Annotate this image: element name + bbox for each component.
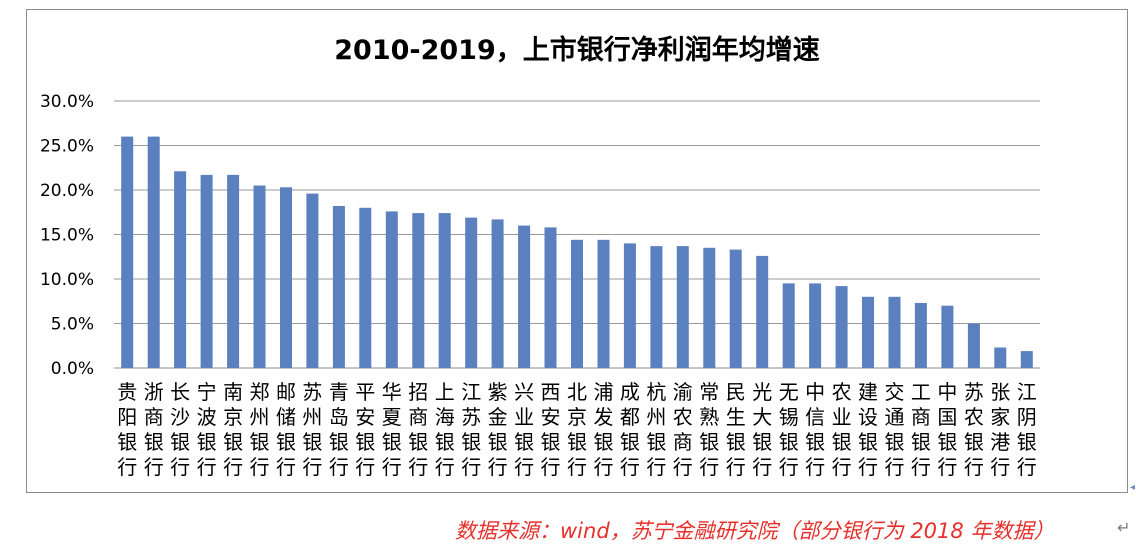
chart-title: 2010-2019，上市银行净利润年均增速	[334, 34, 820, 66]
y-axis-tick-labels: 30.0% 25.0% 20.0% 15.0% 10.0% 5.0% 0.0%	[40, 92, 94, 379]
x-tick-label: 民生银行	[726, 380, 746, 479]
bar	[253, 185, 266, 368]
bar	[518, 225, 531, 368]
x-tick-label: 贵阳银行	[117, 380, 137, 479]
x-tick-label: 杭州银行	[646, 380, 666, 479]
paragraph-mark-icon: ↵	[1117, 518, 1131, 537]
x-tick-label: 农业银行	[832, 380, 852, 479]
bar	[412, 213, 425, 368]
source-note: 数据来源：wind，苏宁金融研究院（部分银行为 2018 年数据）	[455, 519, 1055, 543]
y-tick-label: 10.0%	[40, 270, 94, 290]
x-tick-label: 建设银行	[858, 380, 878, 479]
x-tick-label: 紫金银行	[488, 380, 508, 479]
x-tick-label: 江苏银行	[461, 380, 481, 479]
y-tick-label: 0.0%	[51, 359, 94, 379]
y-tick-label: 5.0%	[51, 315, 94, 335]
bar	[200, 174, 213, 368]
bar	[650, 246, 663, 368]
bar	[280, 187, 292, 368]
x-tick-label: 工商银行	[911, 380, 931, 479]
bar	[147, 136, 160, 368]
x-tick-label: 渝农商行	[673, 380, 693, 479]
y-tick-label: 20.0%	[40, 181, 94, 201]
bar-chart: 30.0% 25.0% 20.0% 15.0% 10.0% 5.0% 0.0% 贵阳银行浙商…	[40, 34, 1040, 479]
bar	[914, 303, 927, 368]
bar	[332, 206, 345, 368]
x-tick-label: 上海银行	[435, 380, 455, 479]
x-tick-label: 长沙银行	[170, 380, 190, 479]
bar	[994, 347, 1007, 368]
bar	[941, 305, 954, 368]
bar	[703, 247, 716, 368]
bar	[862, 296, 874, 368]
bars	[121, 136, 1033, 368]
y-tick-label: 15.0%	[40, 226, 94, 246]
x-tick-label: 宁波银行	[197, 380, 217, 479]
x-tick-label: 华夏银行	[382, 380, 402, 479]
bar	[174, 171, 187, 368]
bar	[782, 283, 795, 368]
bar	[1020, 351, 1033, 368]
y-tick-label: 30.0%	[40, 92, 94, 112]
y-tick-label: 25.0%	[40, 137, 94, 157]
x-tick-label: 兴业银行	[514, 380, 534, 479]
x-tick-label: 浙商银行	[144, 380, 164, 479]
x-tick-label: 郑州银行	[250, 380, 270, 479]
x-tick-label: 江阴银行	[1017, 380, 1037, 479]
bar	[967, 323, 980, 368]
bar	[544, 227, 557, 368]
bar	[756, 255, 769, 368]
bar	[571, 239, 583, 368]
bar	[227, 174, 240, 368]
chart-frame: 30.0% 25.0% 20.0% 15.0% 10.0% 5.0% 0.0% 贵阳银行 浙商…	[26, 9, 1128, 493]
bar	[491, 219, 504, 368]
bar	[385, 211, 398, 368]
bar	[835, 286, 848, 368]
x-tick-label: 无锡银行	[779, 380, 799, 479]
bar	[729, 249, 742, 368]
resize-handle-icon[interactable]: ◂	[1130, 482, 1136, 493]
x-tick-label: 常熟银行	[699, 380, 719, 479]
x-tick-label: 平安银行	[355, 380, 375, 479]
x-tick-label: 张家港行	[990, 380, 1010, 479]
bar	[465, 217, 478, 368]
bar	[359, 207, 372, 368]
x-tick-label: 南京银行	[223, 380, 243, 479]
x-tick-label: 邮储银行	[276, 380, 296, 479]
bar	[597, 239, 610, 368]
x-tick-label: 北京银行	[567, 380, 587, 479]
bar	[121, 136, 134, 368]
bar	[306, 193, 319, 368]
bar	[623, 243, 636, 368]
x-tick-label: 招商银行	[408, 380, 428, 479]
x-tick-label: 苏农银行	[964, 380, 984, 479]
x-tick-label: 青岛银行	[329, 380, 349, 479]
x-tick-label: 浦发银行	[594, 380, 614, 479]
x-tick-label: 成都银行	[620, 380, 640, 479]
bar	[676, 246, 689, 368]
x-tick-label: 光大银行	[752, 380, 772, 479]
bar	[809, 283, 822, 368]
x-tick-label: 西安银行	[541, 380, 561, 479]
bar	[438, 213, 451, 368]
x-axis-tick-labels: 贵阳银行浙商银行长沙银行宁波银行南京银行郑州银行邮储银行苏州银行青岛银行平安银行…	[117, 380, 1037, 479]
x-tick-label: 交通银行	[885, 380, 905, 479]
x-tick-label: 苏州银行	[302, 380, 322, 479]
x-tick-label: 中国银行	[937, 380, 957, 479]
bar	[888, 296, 901, 368]
x-tick-label: 中信银行	[805, 380, 825, 479]
